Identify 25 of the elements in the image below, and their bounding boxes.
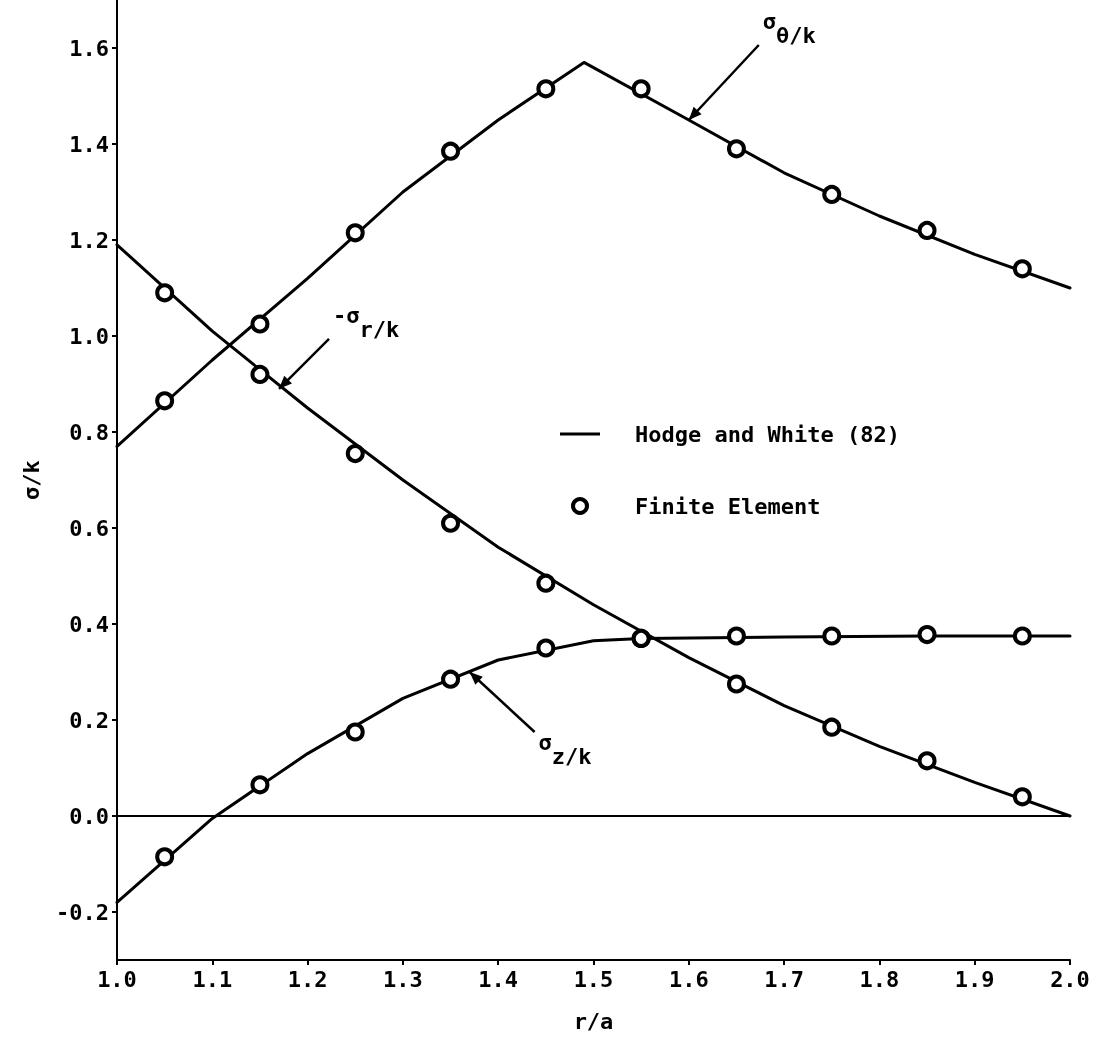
y-tick-label: 1.4	[69, 131, 109, 157]
x-tick-label: 1.8	[859, 966, 900, 992]
y-tick-label: -0.2	[56, 899, 109, 925]
x-tick-label: 1.1	[192, 966, 233, 992]
x-tick-label: 1.2	[287, 966, 328, 992]
x-tick-label: 1.0	[97, 966, 137, 992]
y-tick-label: 0.6	[69, 515, 109, 541]
x-tick-label: 1.7	[764, 966, 804, 992]
x-tick-label: 1.4	[478, 966, 519, 992]
legend-label: Finite Element	[635, 493, 821, 519]
x-axis-title: r/a	[573, 1008, 614, 1034]
y-axis-title: σ/k	[18, 460, 44, 500]
y-tick-label: 0.8	[69, 419, 109, 445]
x-tick-label: 1.5	[573, 966, 614, 992]
x-tick-label: 2.0	[1050, 966, 1090, 992]
y-tick-label: 1.6	[69, 35, 109, 61]
x-tick-label: 1.3	[383, 966, 423, 992]
legend-label: Hodge and White (82)	[635, 421, 900, 447]
y-tick-label: 1.2	[69, 227, 109, 253]
y-tick-label: 1.0	[69, 323, 109, 349]
x-tick-label: 1.9	[954, 966, 995, 992]
y-tick-label: 0.0	[69, 803, 109, 829]
y-tick-label: 0.2	[69, 707, 109, 733]
y-tick-label: 0.4	[69, 611, 109, 637]
x-tick-label: 1.6	[668, 966, 709, 992]
